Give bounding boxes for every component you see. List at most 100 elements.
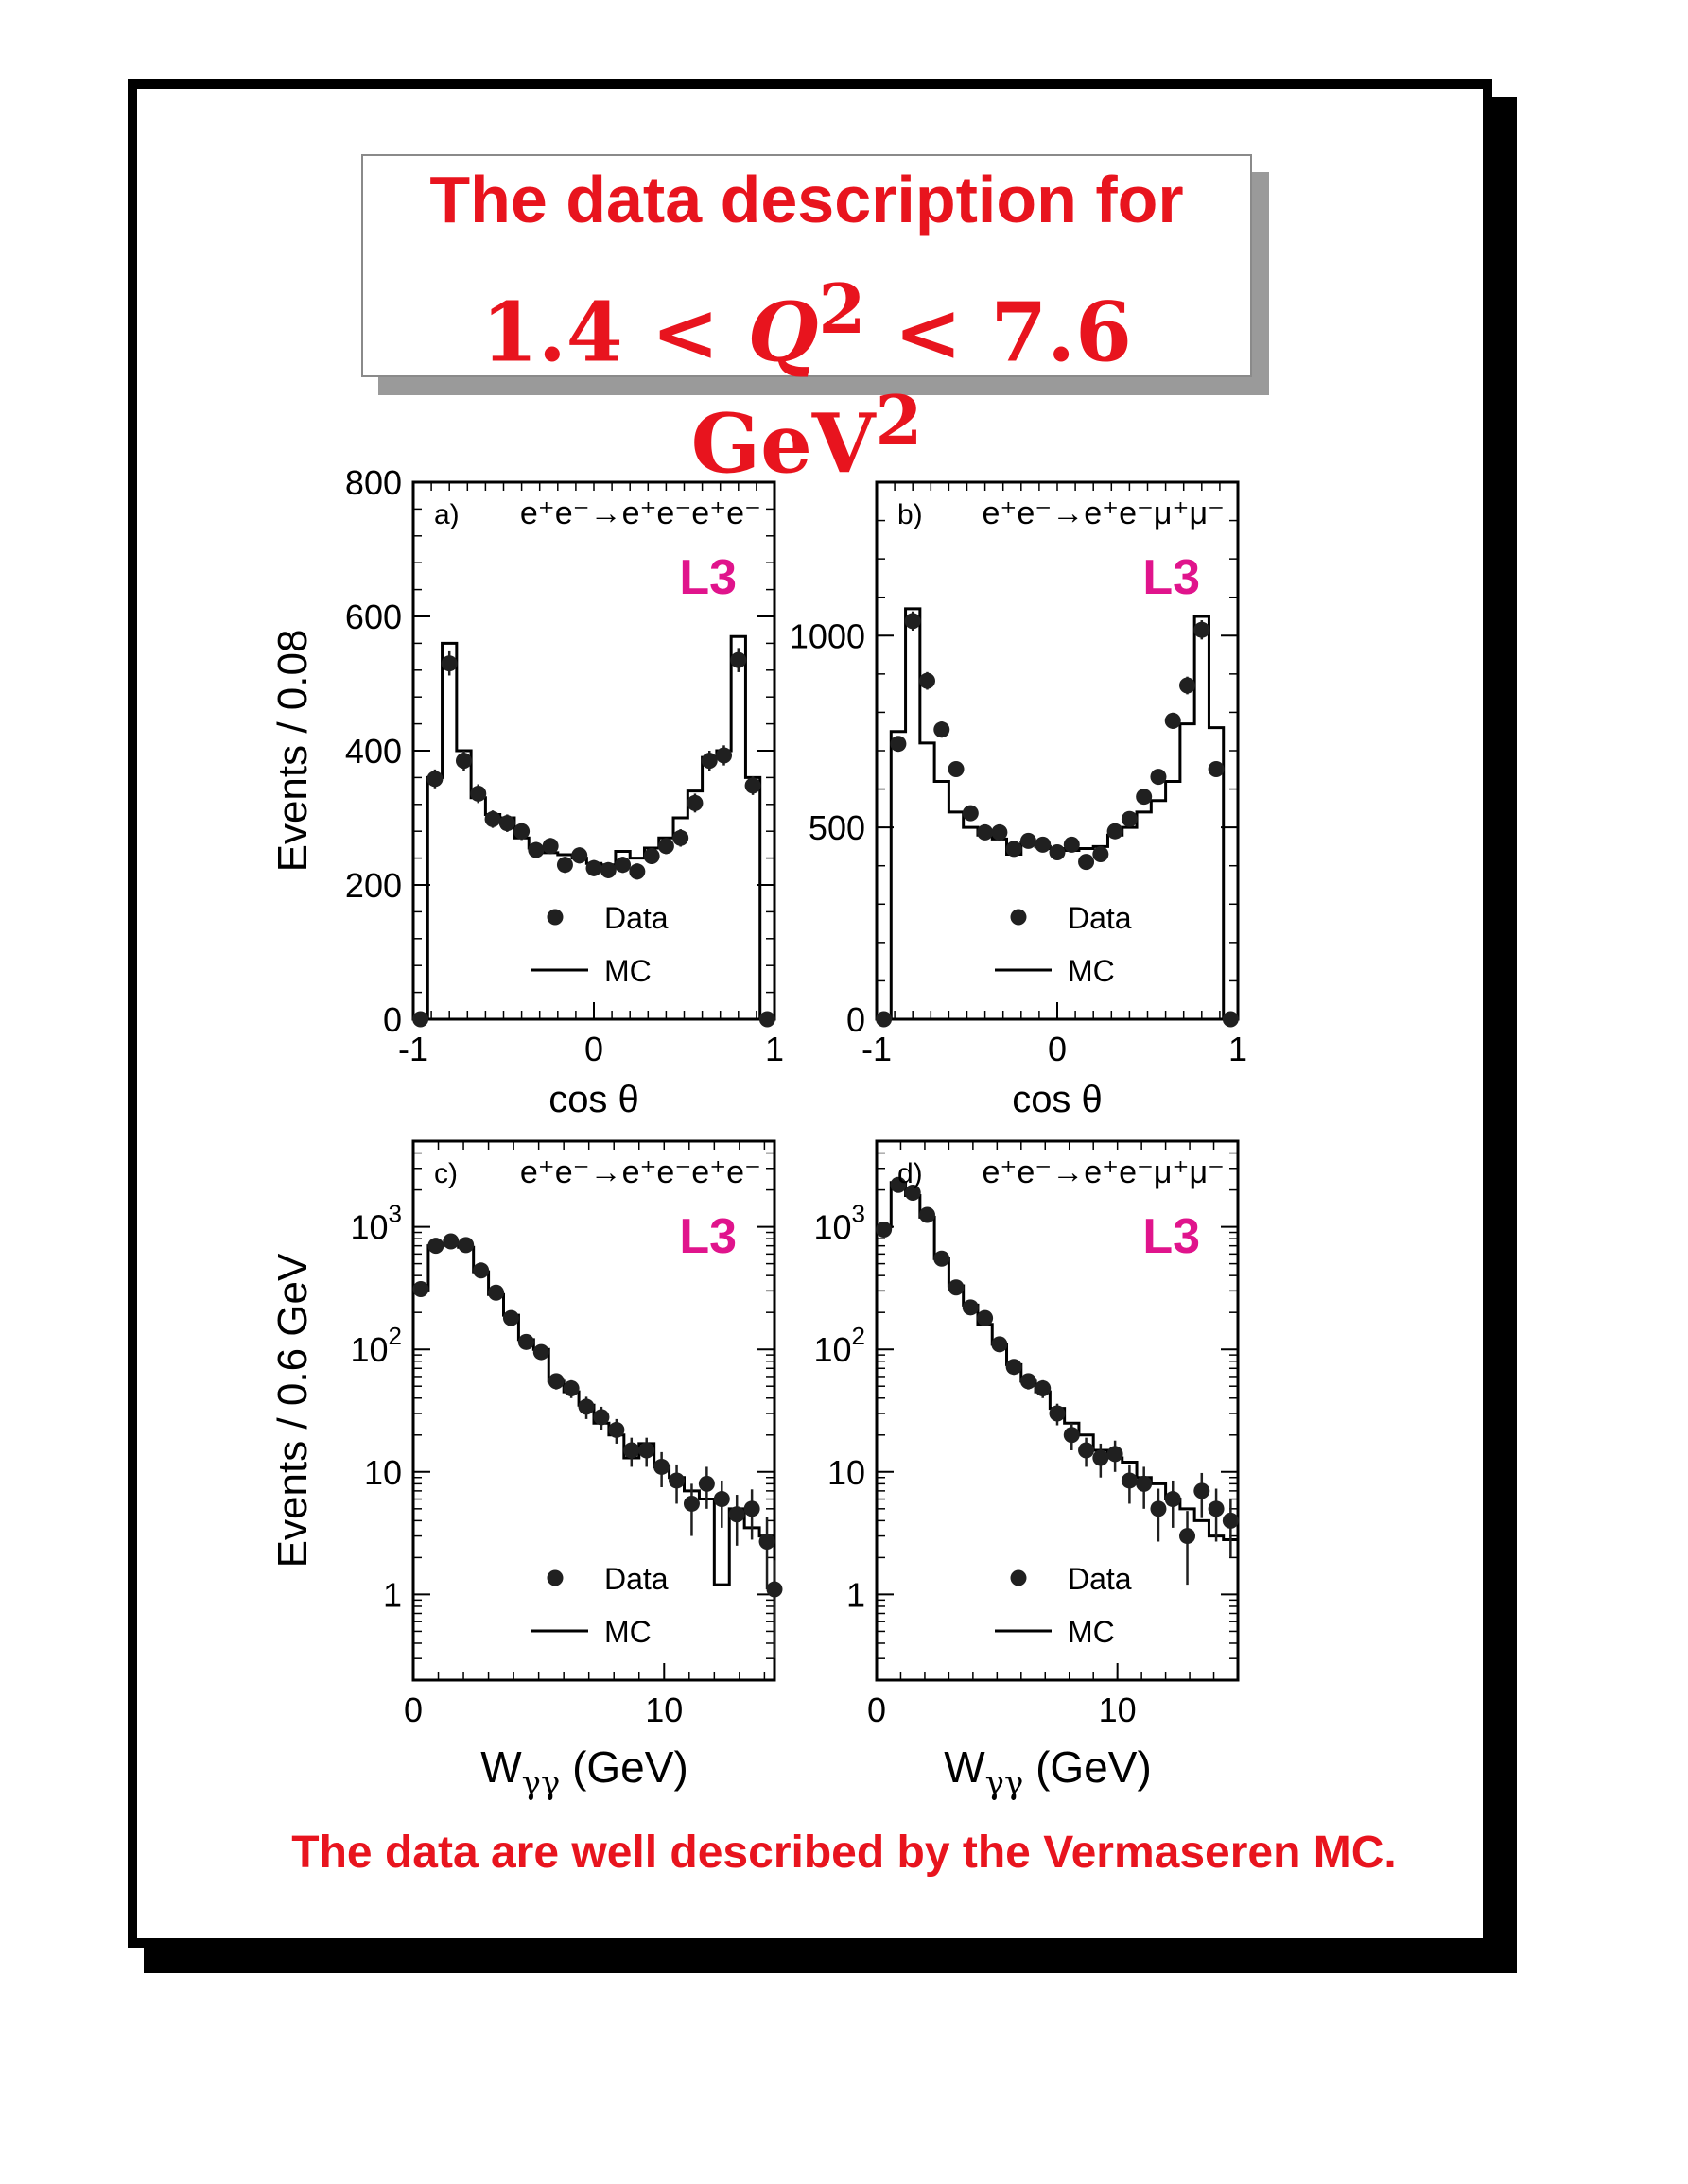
footer-conclusion: The data are well described by the Verma…: [291, 1828, 1397, 1878]
legend-data-marker: [1010, 909, 1027, 926]
title-line-2: 1.4 < Q2 < 7.6 GeV2: [481, 269, 1132, 493]
x-tick-label: 1: [765, 1030, 784, 1068]
data-point: [1179, 1528, 1196, 1545]
x-tick-label: 10: [645, 1690, 683, 1729]
data-point: [563, 1380, 580, 1397]
title-box: The data description for 1.4 < Q2 < 7.6 …: [361, 154, 1252, 492]
legend-data-label: Data: [1068, 1562, 1132, 1596]
y-axis-label: Events / 0.6 GeV: [270, 1253, 316, 1568]
x-axis-label-subscript: γγ: [985, 1764, 1024, 1802]
data-point: [623, 1442, 640, 1459]
y-tick-label: 0: [383, 1000, 402, 1039]
data-point: [1035, 1380, 1052, 1397]
data-point: [918, 672, 935, 689]
process-label: e⁺e⁻→e⁺e⁻e⁺e⁻: [520, 1154, 761, 1190]
data-point: [488, 1284, 505, 1301]
data-point: [876, 1221, 893, 1238]
mc-histogram-line: [877, 607, 1238, 1021]
panel-label: c): [434, 1158, 458, 1189]
data-point: [977, 1309, 994, 1326]
data-point: [1106, 823, 1123, 840]
experiment-label: L3: [1142, 1209, 1200, 1264]
data-point: [1121, 810, 1138, 827]
title-q-exponent: 2: [818, 269, 866, 349]
legend-data-label: Data: [604, 901, 669, 935]
x-axis-label-subscript: γγ: [522, 1764, 561, 1802]
data-point: [876, 1011, 893, 1028]
legend-data-marker: [547, 909, 564, 926]
y-tick-label: 0: [846, 1000, 865, 1039]
data-point: [948, 760, 965, 777]
data-point: [890, 1176, 907, 1193]
y-tick-label: 200: [345, 866, 402, 905]
y-tick-label: 1: [846, 1575, 865, 1614]
data-point: [1005, 841, 1022, 858]
data-point: [672, 829, 689, 846]
data-point: [948, 1279, 965, 1296]
x-tick-label: 10: [1099, 1690, 1137, 1729]
data-point: [1121, 1472, 1138, 1489]
title-q2-high: 7.6 GeV: [690, 285, 1132, 493]
data-point: [1063, 1427, 1080, 1444]
data-point: [615, 857, 632, 874]
legend-mc-label: MC: [604, 1615, 652, 1649]
y-axis-label: Events / 0.08: [270, 630, 316, 873]
y-tick-label: 600: [345, 598, 402, 636]
data-point: [758, 1534, 775, 1551]
data-point: [687, 794, 704, 811]
y-tick-label: 400: [345, 732, 402, 771]
data-point: [1208, 760, 1225, 777]
mc-histogram-line: [413, 634, 774, 1021]
data-point: [412, 1281, 429, 1298]
y-tick-exponent: 3: [389, 1200, 402, 1228]
data-point: [933, 721, 950, 738]
legend-mc-label: MC: [1068, 954, 1115, 988]
title-line-1: The data description for: [429, 163, 1184, 236]
x-tick-label: 0: [1048, 1030, 1067, 1068]
data-point: [528, 841, 545, 858]
data-point: [412, 1011, 429, 1028]
data-point: [991, 823, 1008, 841]
data-point: [629, 863, 646, 880]
data-point: [698, 1475, 715, 1492]
data-point: [766, 1581, 783, 1598]
data-point: [904, 613, 921, 630]
data-point: [513, 823, 531, 840]
experiment-label: L3: [679, 550, 737, 605]
data-point: [1019, 1373, 1036, 1390]
data-point: [548, 1373, 565, 1390]
x-axis-label: Wγγ (GeV): [944, 1742, 1152, 1802]
y-tick-label: 500: [809, 808, 865, 847]
data-point: [1150, 769, 1167, 786]
data-point: [502, 1309, 519, 1326]
data-point: [758, 1011, 775, 1028]
y-tick-label: 800: [345, 463, 402, 502]
data-point: [1019, 832, 1036, 849]
data-point: [744, 777, 761, 794]
data-point: [716, 747, 733, 764]
panel-label: a): [434, 499, 460, 530]
data-point: [1150, 1500, 1167, 1517]
data-point: [1193, 621, 1210, 638]
data-point: [1208, 1500, 1225, 1517]
data-point: [669, 1472, 686, 1489]
mc-histogram-line: [411, 1242, 776, 1680]
y-tick-label: 1: [383, 1575, 402, 1614]
process-label: e⁺e⁻→e⁺e⁻μ⁺μ⁻: [983, 495, 1226, 531]
y-tick-label: 1000: [790, 616, 865, 655]
data-point: [443, 1233, 460, 1250]
data-point: [532, 1343, 549, 1361]
title-q-symbol: Q: [747, 285, 819, 381]
data-point: [962, 805, 979, 822]
legend-data-label: Data: [1068, 901, 1132, 935]
data-point: [600, 861, 617, 878]
data-point: [653, 1458, 670, 1475]
x-tick-label: 0: [867, 1690, 886, 1729]
y-tick-label: 102: [813, 1322, 865, 1369]
data-point: [542, 838, 559, 855]
experiment-label: L3: [1142, 550, 1200, 605]
data-point: [1179, 677, 1196, 694]
data-point: [1193, 1482, 1210, 1499]
experiment-label: L3: [679, 1209, 737, 1264]
